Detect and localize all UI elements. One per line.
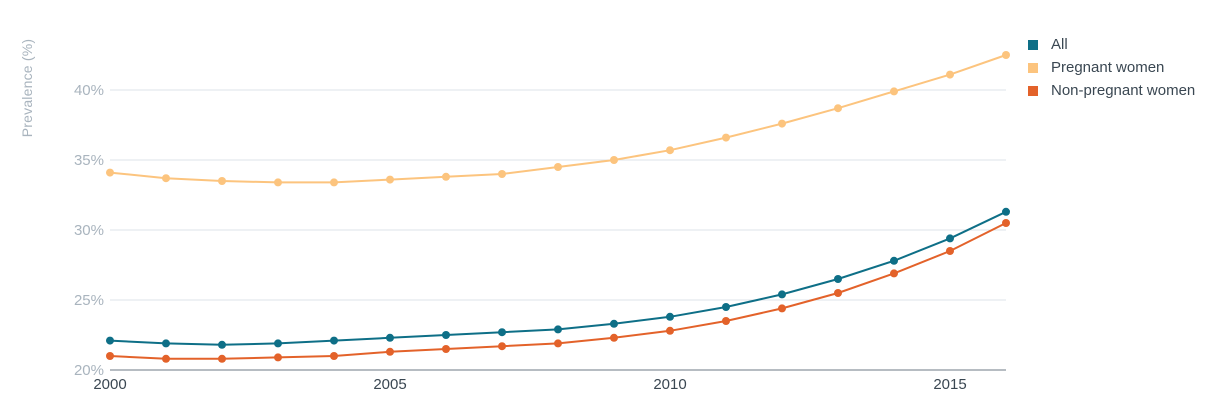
y-tick-label: 25% — [74, 292, 104, 309]
data-point-pregnant-women — [1002, 51, 1010, 59]
y-tick-labels: 20% 25% 30% 35% 40% — [74, 82, 104, 379]
legend-swatch-non-pregnant-women — [1028, 85, 1038, 96]
data-point-non-pregnant-women — [162, 354, 170, 363]
data-point-pregnant-women — [666, 146, 674, 155]
data-point-pregnant-women — [218, 177, 226, 185]
data-point-pregnant-women — [834, 104, 842, 113]
data-point-non-pregnant-women — [666, 326, 674, 335]
legend-label-non-pregnant-women: Non-pregnant women — [1051, 82, 1196, 99]
data-point-non-pregnant-women — [330, 352, 338, 360]
x-tick-label: 2005 — [373, 376, 406, 393]
data-point-non-pregnant-women — [274, 353, 282, 362]
legend-swatch-pregnant-women — [1028, 62, 1038, 73]
data-point-all — [106, 336, 114, 345]
legend-item-pregnant-women[interactable]: Pregnant women — [1028, 56, 1195, 79]
data-point-all — [834, 275, 842, 283]
data-point-all — [386, 333, 394, 342]
data-point-pregnant-women — [890, 87, 898, 96]
x-tick-labels: 2000 2005 2010 2015 — [93, 376, 966, 393]
data-point-all — [946, 234, 954, 243]
data-point-pregnant-women — [386, 175, 394, 184]
data-point-non-pregnant-women — [386, 347, 394, 356]
x-tick-label: 2010 — [653, 376, 686, 393]
y-axis-label: Prevalence (%) — [19, 38, 35, 138]
data-point-non-pregnant-women — [946, 247, 954, 255]
y-tick-label: 20% — [74, 362, 104, 379]
data-point-non-pregnant-women — [778, 304, 786, 313]
data-point-pregnant-women — [498, 170, 506, 178]
series-lines — [109, 54, 1007, 360]
y-tick-label: 35% — [74, 152, 104, 169]
data-point-all — [442, 331, 450, 339]
legend-swatch-all — [1028, 39, 1038, 50]
series-line-all — [109, 210, 1007, 346]
data-point-non-pregnant-women — [722, 317, 730, 325]
data-point-all — [554, 325, 562, 334]
data-point-pregnant-women — [722, 133, 730, 142]
data-point-pregnant-women — [162, 174, 170, 183]
legend-label-all: All — [1051, 36, 1068, 53]
data-point-pregnant-women — [778, 119, 786, 128]
x-tick-label: 2015 — [933, 376, 966, 393]
data-point-all — [1002, 207, 1010, 216]
data-point-pregnant-women — [610, 156, 618, 164]
data-point-non-pregnant-women — [834, 289, 842, 297]
data-point-all — [162, 339, 170, 348]
data-point-all — [722, 303, 730, 311]
series-line-non-pregnant-women — [109, 222, 1007, 360]
data-point-all — [330, 336, 338, 345]
legend-label-pregnant-women: Pregnant women — [1051, 59, 1165, 76]
y-tick-label: 30% — [74, 222, 104, 239]
data-point-all — [890, 256, 898, 265]
data-point-non-pregnant-women — [1002, 219, 1010, 227]
data-point-pregnant-women — [946, 70, 954, 79]
legend-item-non-pregnant-women[interactable]: Non-pregnant women — [1028, 79, 1195, 102]
legend: All Pregnant women Non-pregnant women — [1028, 33, 1195, 102]
series-points — [106, 51, 1010, 363]
data-point-non-pregnant-women — [442, 345, 450, 353]
data-point-non-pregnant-women — [106, 352, 114, 360]
data-point-all — [274, 339, 282, 348]
data-point-all — [666, 312, 674, 321]
legend-item-all[interactable]: All — [1028, 33, 1195, 56]
y-tick-label: 40% — [74, 82, 104, 99]
data-point-pregnant-women — [330, 178, 338, 187]
data-point-all — [498, 328, 506, 337]
data-point-pregnant-women — [274, 178, 282, 187]
data-point-non-pregnant-women — [610, 333, 618, 342]
data-point-pregnant-women — [554, 163, 562, 171]
data-point-non-pregnant-women — [218, 354, 226, 363]
data-point-non-pregnant-women — [890, 269, 898, 278]
x-tick-label: 2000 — [93, 376, 126, 393]
data-point-all — [218, 340, 226, 349]
gridlines — [110, 89, 1006, 371]
data-point-all — [778, 290, 786, 299]
data-point-non-pregnant-women — [554, 339, 562, 348]
data-point-pregnant-women — [106, 168, 114, 177]
data-point-non-pregnant-women — [498, 342, 506, 351]
data-point-all — [610, 319, 618, 328]
data-point-pregnant-women — [442, 172, 450, 181]
